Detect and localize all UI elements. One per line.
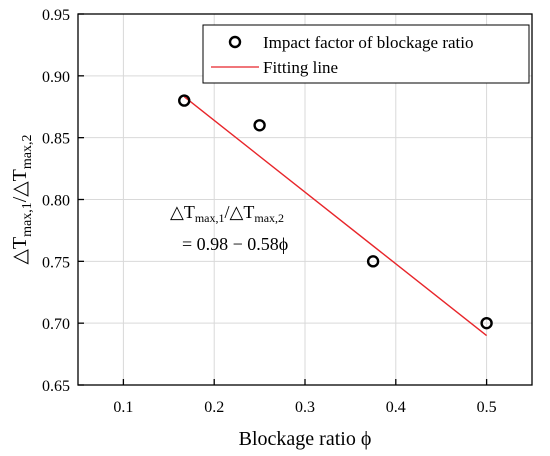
y-tick-label: 0.70 xyxy=(42,316,70,333)
x-tick-label: 0.3 xyxy=(295,399,315,416)
y-tick-label: 0.85 xyxy=(42,131,70,148)
x-tick-label: 0.1 xyxy=(113,399,133,416)
ylabel-part2: /△T xyxy=(9,169,31,202)
y-axis-label: △Tmax,1/△Tmax,2 xyxy=(9,135,35,265)
ylabel-sub2: max,2 xyxy=(20,135,35,170)
legend-label-scatter: Impact factor of blockage ratio xyxy=(263,33,474,52)
series-lines xyxy=(183,96,488,337)
anno-part2: /△T xyxy=(225,202,255,222)
y-tick-label: 0.80 xyxy=(42,193,70,210)
fit-equation-annotation: △Tmax,1/△Tmax,2 = 0.98 − 0.58ϕ xyxy=(170,202,288,254)
fit-equation-rhs: = 0.98 − 0.58ϕ xyxy=(182,234,288,254)
data-point xyxy=(253,119,266,132)
ylabel-sub1: max,1 xyxy=(20,202,35,237)
data-point xyxy=(178,94,191,107)
data-point xyxy=(480,316,493,330)
data-point xyxy=(366,255,380,268)
fit-equation-lhs: △Tmax,1/△Tmax,2 xyxy=(170,202,284,225)
anno-sub1: max,1 xyxy=(195,211,225,225)
x-tick-label: 0.5 xyxy=(477,399,497,416)
legend-box xyxy=(202,24,530,84)
legend-marker-scatter xyxy=(228,35,242,49)
plot-frame xyxy=(77,13,533,386)
x-tick-label: 0.4 xyxy=(386,399,406,416)
y-tick-label: 0.95 xyxy=(42,7,70,24)
y-tick-label: 0.75 xyxy=(42,254,70,271)
y-tick-label: 0.65 xyxy=(42,378,70,395)
y-tick-label: 0.90 xyxy=(42,69,70,86)
series-points xyxy=(178,94,493,330)
fitting-line xyxy=(183,96,488,337)
tick-labels: 0.1 0.2 0.3 0.4 0.5 0.65 0.70 0.75 0.80 0.85 0.90 0… xyxy=(42,7,497,416)
ylabel-part1: △T xyxy=(9,237,31,265)
anno-sub2: max,2 xyxy=(254,211,284,225)
x-tick-label: 0.2 xyxy=(204,399,224,416)
x-axis-label: Blockage ratio ϕ xyxy=(239,428,372,450)
legend-label-line: Fitting line xyxy=(263,58,338,77)
anno-part1: △T xyxy=(170,202,195,222)
legend: Impact factor of blockage ratio Fitting … xyxy=(202,24,530,84)
